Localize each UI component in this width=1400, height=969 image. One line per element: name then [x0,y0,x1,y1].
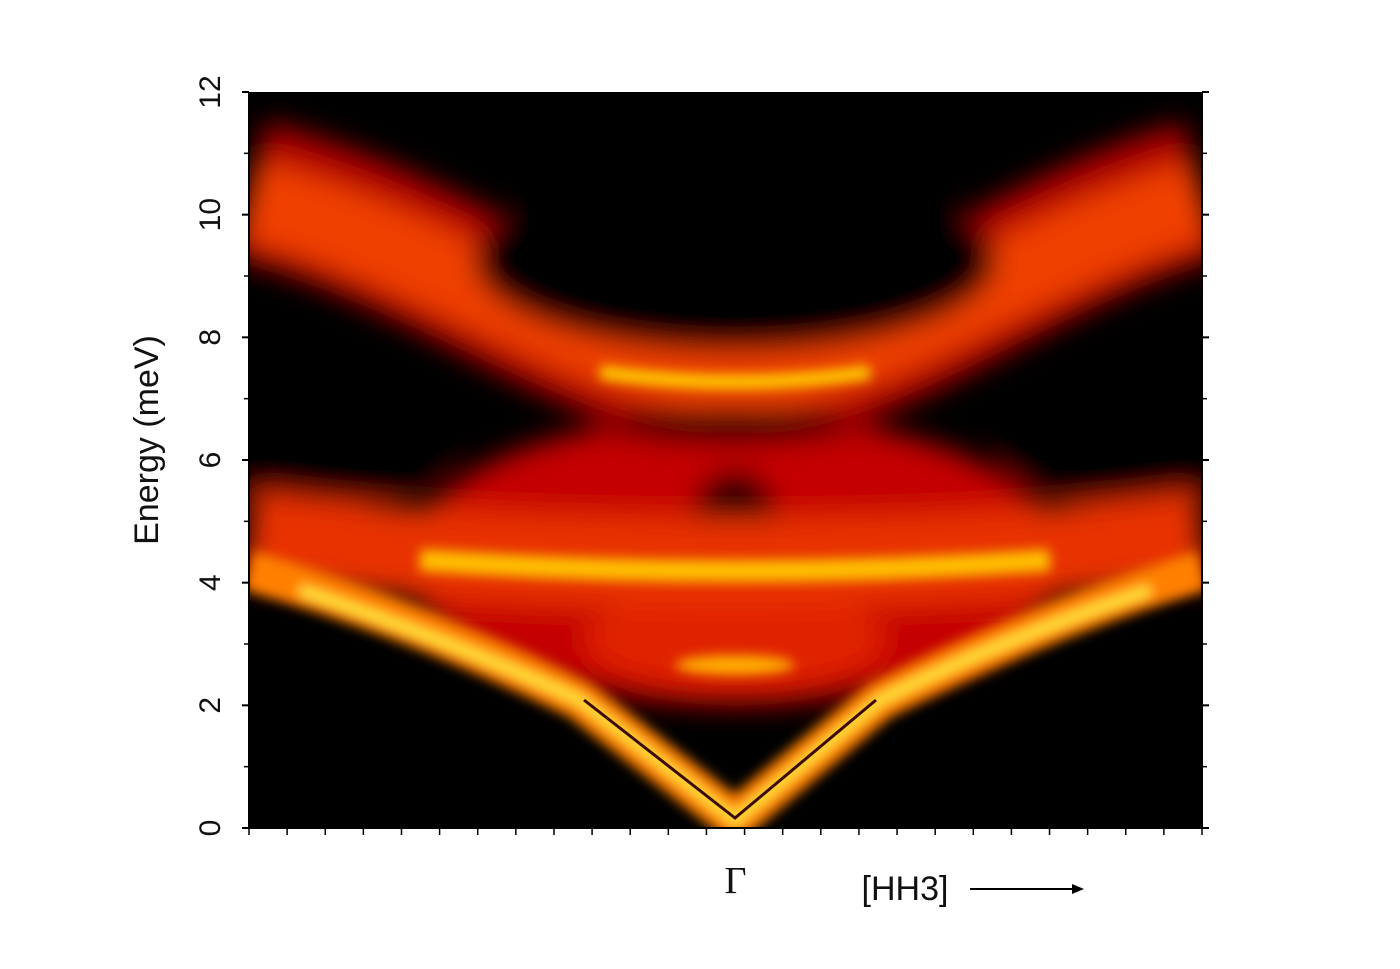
y-tick-label: 2 [194,697,227,714]
y-axis-label: Energy (meV) [128,335,166,545]
x-tick-label: Γ [725,860,747,902]
y-tick-label: 12 [194,75,227,108]
x-axis-label: [HH3] [862,870,949,908]
arrow-head [1072,884,1084,894]
heatmap [249,92,1202,828]
intensity-core [249,365,1202,828]
y-tick-label: 4 [194,574,227,591]
y-tick-label: 10 [194,198,227,231]
y-tick-label: 6 [194,452,227,469]
y-tick-label: 0 [194,820,227,837]
dispersion-line [583,698,877,820]
y-tick-label: 8 [194,329,227,346]
